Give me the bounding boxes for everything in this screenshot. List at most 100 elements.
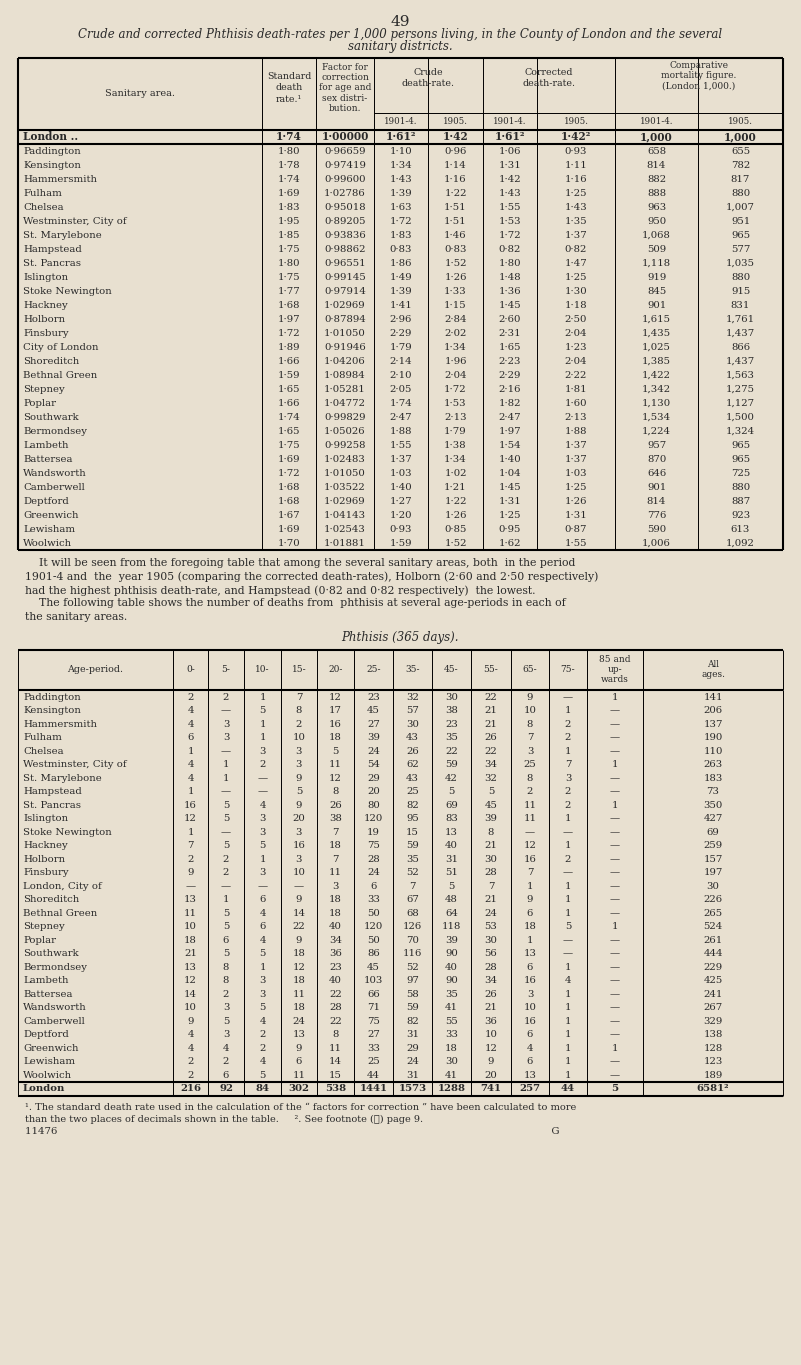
Text: St. Marylebone: St. Marylebone bbox=[23, 774, 102, 782]
Text: 1: 1 bbox=[565, 909, 571, 917]
Text: 16: 16 bbox=[524, 1017, 537, 1025]
Text: 2: 2 bbox=[260, 1044, 266, 1052]
Text: 2: 2 bbox=[187, 1070, 194, 1080]
Text: 17: 17 bbox=[329, 706, 342, 715]
Text: 1·37: 1·37 bbox=[565, 441, 587, 449]
Text: 23: 23 bbox=[445, 719, 458, 729]
Text: 0-: 0- bbox=[186, 665, 195, 674]
Text: 1·42²: 1·42² bbox=[561, 131, 591, 142]
Text: —: — bbox=[221, 882, 231, 891]
Text: 1·04772: 1·04772 bbox=[324, 399, 366, 408]
Text: 1573: 1573 bbox=[398, 1084, 427, 1093]
Text: 18: 18 bbox=[184, 936, 197, 945]
Text: 84: 84 bbox=[256, 1084, 269, 1093]
Text: 2: 2 bbox=[565, 719, 571, 729]
Text: 40: 40 bbox=[329, 976, 342, 986]
Text: Lewisham: Lewisham bbox=[23, 524, 75, 534]
Text: 1·02786: 1·02786 bbox=[324, 188, 366, 198]
Text: 1,130: 1,130 bbox=[642, 399, 671, 408]
Text: 118: 118 bbox=[442, 923, 461, 931]
Text: 1,275: 1,275 bbox=[726, 385, 755, 393]
Text: 1·16: 1·16 bbox=[565, 175, 587, 183]
Text: 1·05281: 1·05281 bbox=[324, 385, 366, 393]
Text: 1·79: 1·79 bbox=[445, 426, 467, 435]
Text: 1·55: 1·55 bbox=[390, 441, 413, 449]
Text: Lewisham: Lewisham bbox=[23, 1058, 75, 1066]
Text: 6: 6 bbox=[527, 1058, 533, 1066]
Text: 538: 538 bbox=[325, 1084, 346, 1093]
Text: 1: 1 bbox=[565, 706, 571, 715]
Text: 302: 302 bbox=[288, 1084, 309, 1093]
Text: 3: 3 bbox=[223, 719, 229, 729]
Text: 58: 58 bbox=[406, 990, 419, 999]
Text: 3: 3 bbox=[260, 815, 266, 823]
Text: 1901-4 and  the  year 1905 (comparing the corrected death-rates), Holborn (2·60 : 1901-4 and the year 1905 (comparing the … bbox=[25, 572, 598, 581]
Text: 30: 30 bbox=[406, 719, 419, 729]
Text: 6: 6 bbox=[223, 1070, 229, 1080]
Text: 1·88: 1·88 bbox=[565, 426, 587, 435]
Text: 138: 138 bbox=[703, 1031, 723, 1039]
Text: Chelsea: Chelsea bbox=[23, 202, 63, 212]
Text: London, City of: London, City of bbox=[23, 882, 102, 891]
Text: 92: 92 bbox=[219, 1084, 233, 1093]
Text: 2·31: 2·31 bbox=[499, 329, 521, 337]
Text: 6: 6 bbox=[296, 1058, 302, 1066]
Text: 5: 5 bbox=[260, 1003, 266, 1013]
Text: 12: 12 bbox=[329, 774, 342, 782]
Text: Holborn: Holborn bbox=[23, 314, 65, 324]
Text: 2: 2 bbox=[223, 868, 229, 878]
Text: 1,615: 1,615 bbox=[642, 314, 671, 324]
Text: 28: 28 bbox=[367, 854, 380, 864]
Text: 2·04: 2·04 bbox=[565, 329, 587, 337]
Text: 7: 7 bbox=[187, 841, 194, 850]
Text: 32: 32 bbox=[406, 693, 419, 702]
Text: 1·96: 1·96 bbox=[445, 356, 467, 366]
Text: 9: 9 bbox=[527, 693, 533, 702]
Text: 26: 26 bbox=[406, 747, 419, 756]
Text: 69: 69 bbox=[706, 827, 719, 837]
Text: 1: 1 bbox=[260, 693, 266, 702]
Text: 2: 2 bbox=[223, 990, 229, 999]
Text: 30: 30 bbox=[485, 854, 497, 864]
Text: 1·61²: 1·61² bbox=[495, 131, 525, 142]
Text: 15: 15 bbox=[329, 1070, 342, 1080]
Text: 725: 725 bbox=[731, 468, 750, 478]
Text: Bethnal Green: Bethnal Green bbox=[23, 370, 97, 379]
Text: 646: 646 bbox=[647, 468, 666, 478]
Text: 923: 923 bbox=[731, 511, 750, 520]
Text: 1·74: 1·74 bbox=[276, 131, 302, 142]
Text: —: — bbox=[610, 882, 620, 891]
Text: 75: 75 bbox=[367, 1017, 380, 1025]
Text: 64: 64 bbox=[445, 909, 458, 917]
Text: 1·68: 1·68 bbox=[278, 497, 300, 505]
Text: 1·23: 1·23 bbox=[565, 343, 587, 352]
Text: Westminster, City of: Westminster, City of bbox=[23, 217, 127, 225]
Text: 48: 48 bbox=[445, 895, 458, 904]
Text: 7: 7 bbox=[527, 868, 533, 878]
Text: 62: 62 bbox=[406, 760, 419, 770]
Text: 2·29: 2·29 bbox=[390, 329, 413, 337]
Text: 69: 69 bbox=[445, 801, 458, 809]
Text: 4: 4 bbox=[187, 706, 194, 715]
Text: 1·01050: 1·01050 bbox=[324, 468, 366, 478]
Text: City of London: City of London bbox=[23, 343, 99, 352]
Text: 1,068: 1,068 bbox=[642, 231, 671, 239]
Text: 39: 39 bbox=[485, 815, 497, 823]
Text: 1441: 1441 bbox=[360, 1084, 388, 1093]
Text: —: — bbox=[610, 1058, 620, 1066]
Text: 10: 10 bbox=[292, 868, 305, 878]
Text: 1·77: 1·77 bbox=[278, 287, 300, 295]
Text: 34: 34 bbox=[329, 936, 342, 945]
Text: 9: 9 bbox=[527, 895, 533, 904]
Text: 509: 509 bbox=[647, 244, 666, 254]
Text: 1·83: 1·83 bbox=[390, 231, 413, 239]
Text: 11: 11 bbox=[524, 815, 537, 823]
Text: 257: 257 bbox=[519, 1084, 541, 1093]
Text: 1·82: 1·82 bbox=[499, 399, 521, 408]
Text: 29: 29 bbox=[367, 774, 380, 782]
Text: 1,000: 1,000 bbox=[724, 131, 757, 142]
Text: 31: 31 bbox=[406, 1070, 419, 1080]
Text: 1·89: 1·89 bbox=[278, 343, 300, 352]
Text: sanitary districts.: sanitary districts. bbox=[348, 40, 453, 53]
Text: 1·04206: 1·04206 bbox=[324, 356, 366, 366]
